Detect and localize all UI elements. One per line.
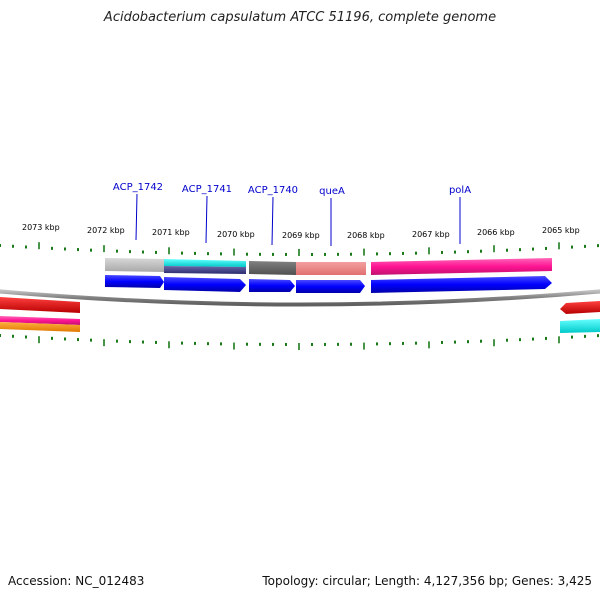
tick-label: 2066 kbp (477, 228, 515, 237)
gene-label-pola[interactable]: polA (449, 185, 471, 196)
cds-arrow-red-reverse[interactable] (560, 301, 600, 314)
gene-label-acp1742[interactable]: ACP_1742 (113, 182, 163, 193)
cds-arrow[interactable] (164, 277, 246, 292)
genome-summary: Topology: circular; Length: 4,127,356 bp… (262, 574, 592, 588)
feature-band-navy[interactable] (164, 266, 246, 274)
tick-label: 2073 kbp (22, 223, 60, 232)
cds-arrow[interactable] (249, 279, 295, 292)
tick-label: 2068 kbp (347, 231, 385, 240)
right-edge-features (560, 301, 600, 333)
feature-band-cyan[interactable] (164, 259, 246, 267)
inner-tick-ring (0, 334, 599, 350)
genome-backbone (0, 289, 600, 307)
tick-label: 2069 kbp (282, 231, 320, 240)
cds-arrow[interactable] (296, 280, 365, 293)
gene-callout-line (271, 196, 274, 246)
cds-arrow[interactable] (105, 275, 164, 288)
feature-band-orange[interactable] (0, 322, 80, 332)
feature-track-upper (105, 258, 552, 275)
gene-label-acp1740[interactable]: ACP_1740 (248, 185, 298, 196)
left-edge-features (0, 297, 80, 332)
feature-band-grey[interactable] (105, 258, 164, 272)
cds-track-forward (105, 275, 552, 293)
feature-band-dark-grey[interactable] (249, 261, 296, 275)
cds-arrow[interactable] (371, 276, 552, 293)
gene-callout-line (205, 195, 208, 244)
gene-callout-line (135, 193, 138, 241)
tick-label: 2071 kbp (152, 228, 190, 237)
cds-arrow-red[interactable] (0, 297, 80, 313)
tick-label: 2072 kbp (87, 226, 125, 235)
gene-label-acp1741[interactable]: ACP_1741 (182, 184, 232, 195)
tick-label: 2070 kbp (217, 230, 255, 239)
feature-band-pink[interactable] (371, 258, 552, 275)
gene-label-quea[interactable]: queA (319, 186, 345, 197)
feature-band-cyan[interactable] (560, 319, 600, 333)
tick-label: 2067 kbp (412, 230, 450, 239)
tick-label: 2065 kbp (542, 226, 580, 235)
gene-callouts: ACP_1742 ACP_1741 ACP_1740 queA polA (113, 182, 471, 246)
accession-label: Accession: NC_012483 (8, 574, 145, 588)
tick-labels: 2073 kbp 2072 kbp 2071 kbp 2070 kbp 2069… (22, 223, 580, 240)
feature-band-salmon[interactable] (296, 262, 366, 275)
map-title: Acidobacterium capsulatum ATCC 51196, co… (103, 10, 497, 25)
outer-tick-ring (0, 242, 599, 256)
